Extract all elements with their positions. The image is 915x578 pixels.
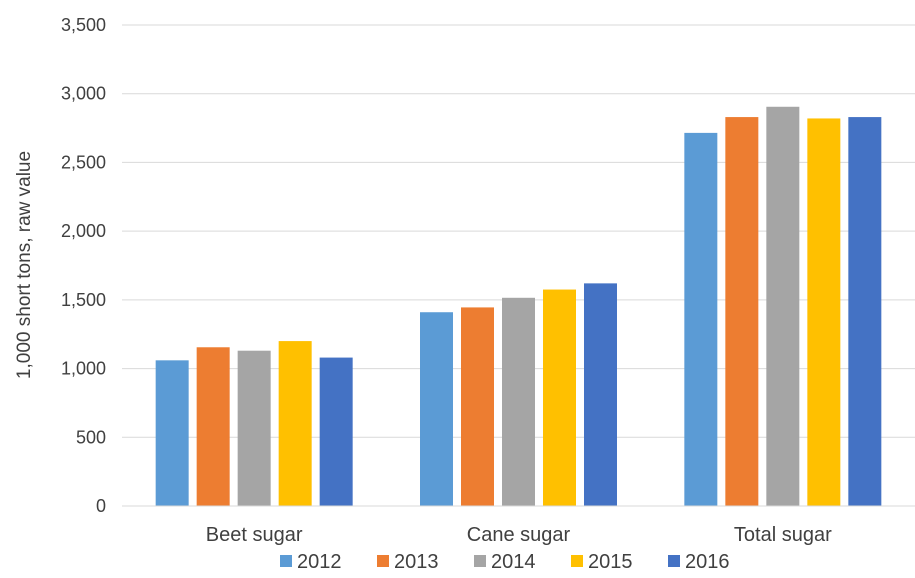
y-tick-label: 500 xyxy=(76,427,106,447)
legend-label-2016: 2016 xyxy=(685,551,730,573)
legend-swatch-2013 xyxy=(377,555,389,567)
y-tick-label: 3,500 xyxy=(61,15,106,35)
y-tick-label: 2,000 xyxy=(61,221,106,241)
legend-swatch-2012 xyxy=(280,555,292,567)
y-axis-title: 1,000 short tons, raw value xyxy=(14,151,35,379)
bar-2016-2 xyxy=(848,117,882,506)
legend-label-2014: 2014 xyxy=(491,551,536,573)
legend: 2012 2013 2014 2015 2016 xyxy=(280,551,730,573)
bar-2015-2 xyxy=(807,118,841,507)
legend-label-2015: 2015 xyxy=(588,551,633,573)
x-category-label: Total sugar xyxy=(734,524,832,546)
legend-swatch-2016 xyxy=(668,555,680,567)
bar-2016-1 xyxy=(584,283,617,506)
legend-swatch-2014 xyxy=(474,555,486,567)
bar-2015-0 xyxy=(278,341,312,506)
y-tick-label: 2,500 xyxy=(61,152,106,172)
y-tick-label: 1,500 xyxy=(61,290,106,310)
x-axis-category-labels: Beet sugar Cane sugar Total sugar xyxy=(206,524,832,546)
bar-2014-1 xyxy=(502,297,535,506)
bar-2015-1 xyxy=(543,289,576,506)
bar-2013-0 xyxy=(196,347,230,506)
bar-2013-1 xyxy=(461,307,494,506)
bar-2012-2 xyxy=(684,132,718,507)
bar-2014-0 xyxy=(237,350,271,506)
legend-swatch-2015 xyxy=(571,555,583,567)
y-tick-label: 3,000 xyxy=(61,84,106,104)
y-tick-label: 0 xyxy=(96,496,106,516)
legend-label-2012: 2012 xyxy=(297,551,342,573)
bar-2012-1 xyxy=(420,312,453,506)
legend-label-2013: 2013 xyxy=(394,551,439,573)
x-category-label: Cane sugar xyxy=(467,524,571,546)
bar-2016-0 xyxy=(319,357,353,506)
bar-2013-2 xyxy=(725,117,759,506)
y-tick-label: 1,000 xyxy=(61,359,106,379)
bars xyxy=(155,106,882,507)
y-axis-tick-labels: 0 500 1,000 1,500 2,000 2,500 3,000 3,500 xyxy=(61,15,106,516)
bar-2014-2 xyxy=(766,106,800,507)
bar-2012-0 xyxy=(155,360,189,506)
x-category-label: Beet sugar xyxy=(206,524,303,546)
